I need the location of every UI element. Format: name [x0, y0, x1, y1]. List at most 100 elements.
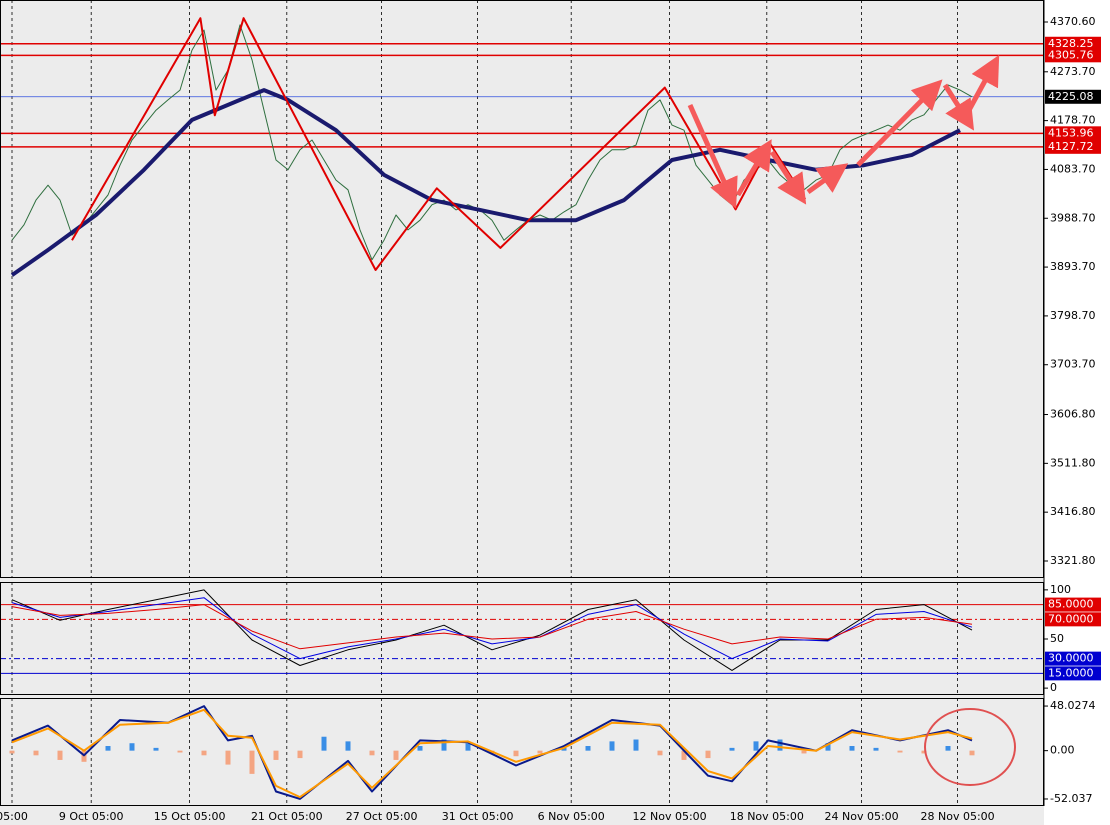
level-label-box — [1045, 126, 1101, 141]
y-tick-label: 50 — [1050, 632, 1064, 645]
y-tick-label: 4083.70 — [1050, 162, 1096, 175]
arrow — [735, 139, 772, 197]
histogram-bar — [537, 750, 543, 754]
histogram-bar — [945, 746, 951, 751]
y-tick-label: -52.037 — [1050, 792, 1092, 805]
y-tick-label: 3606.80 — [1050, 408, 1096, 421]
y-tick-label: 100 — [1050, 583, 1071, 596]
x-tick-label: 27 Oct 05:00 — [346, 810, 418, 823]
level-label-box — [1045, 666, 1101, 681]
histogram-bar — [297, 750, 303, 759]
series-line — [11, 708, 973, 799]
histogram-bar — [921, 750, 927, 754]
histogram-bar — [201, 750, 207, 756]
histogram-bar — [561, 747, 567, 751]
histogram-bar — [681, 750, 687, 760]
x-tick-label: 9 Oct 05:00 — [59, 810, 124, 823]
histogram-bar — [825, 743, 831, 751]
series-line — [71, 17, 807, 271]
arrow — [856, 79, 943, 167]
histogram-bar — [225, 750, 231, 765]
histogram-bar — [657, 750, 663, 756]
y-tick-label: 3893.70 — [1050, 260, 1096, 273]
arrow — [687, 103, 738, 209]
level-label: 70.0000 — [1048, 612, 1094, 625]
y-tick-label: 48.0274 — [1050, 699, 1096, 712]
series-line — [11, 604, 973, 650]
histogram-bar — [729, 747, 735, 751]
y-tick-label: 4178.70 — [1050, 114, 1096, 127]
level-label: 4305.76 — [1048, 48, 1094, 61]
histogram-bar — [105, 746, 111, 751]
histogram-bar — [441, 739, 447, 751]
arrow — [806, 163, 849, 195]
series-line — [11, 24, 973, 261]
x-tick-label: 12 Nov 05:00 — [633, 810, 707, 823]
x-tick-label: 31 Oct 05:00 — [442, 810, 514, 823]
histogram-bar — [417, 746, 423, 751]
y-tick-label: 4370.60 — [1050, 15, 1096, 28]
histogram-bar — [369, 750, 375, 756]
histogram-bar — [897, 750, 903, 753]
highlight-circle — [924, 708, 1016, 786]
y-tick-label: 3321.80 — [1050, 554, 1096, 567]
histogram-bar — [321, 736, 327, 751]
level-label: 4127.72 — [1048, 140, 1094, 153]
series-line — [11, 597, 973, 660]
histogram-bar — [969, 750, 975, 756]
y-tick-label: 3511.80 — [1050, 456, 1096, 469]
histogram-bar — [801, 750, 807, 754]
y-tick-label: 0 — [1050, 681, 1057, 694]
x-tick-label: 15 Oct 05:00 — [154, 810, 226, 823]
arrow — [942, 83, 975, 131]
y-tick-label: 3798.70 — [1050, 309, 1096, 322]
level-label: 15.0000 — [1048, 666, 1094, 679]
y-tick-label: 3703.70 — [1050, 358, 1096, 371]
histogram-bar — [777, 739, 783, 751]
histogram-bar — [393, 750, 399, 760]
level-label-box — [1045, 597, 1101, 612]
histogram-bar — [33, 750, 39, 756]
histogram-bar — [249, 750, 255, 774]
histogram-bar — [153, 747, 159, 751]
y-tick-label: 3416.80 — [1050, 505, 1096, 518]
current-price-label: 4225.08 — [1048, 90, 1094, 103]
annotations — [687, 54, 1000, 209]
arrow — [965, 54, 1000, 114]
arrow — [769, 150, 807, 205]
level-label-box — [1045, 612, 1101, 627]
level-label-box — [1045, 48, 1101, 63]
histogram-bar — [177, 750, 183, 753]
level-label-box — [1045, 651, 1101, 666]
histogram-bar — [465, 743, 471, 751]
level-label-box — [1045, 36, 1101, 51]
histogram-bar — [345, 741, 351, 751]
histogram-bar — [849, 746, 855, 751]
histogram-bar — [705, 750, 711, 759]
y-tick-label: 4273.70 — [1050, 65, 1096, 78]
level-label-box — [1045, 139, 1101, 154]
x-tick-label: 28 Nov 05:00 — [921, 810, 995, 823]
histogram-bar — [585, 746, 591, 751]
x-tick-label: 21 Oct 05:00 — [251, 810, 323, 823]
histogram-bar — [273, 750, 279, 760]
histogram-bar — [873, 747, 879, 751]
x-tick-label: 6 Nov 05:00 — [538, 810, 605, 823]
level-label: 4328.25 — [1048, 37, 1094, 50]
level-label: 30.0000 — [1048, 652, 1094, 665]
histogram-bar — [609, 741, 615, 751]
current-price-box — [1045, 89, 1101, 104]
y-tick-label: 0.00 — [1050, 744, 1075, 757]
histogram-bar — [633, 739, 639, 751]
histogram-bar — [129, 743, 135, 751]
level-label: 4153.96 — [1048, 126, 1094, 139]
level-label: 85.0000 — [1048, 598, 1094, 611]
histogram-bar — [9, 750, 15, 754]
y-tick-label: 3988.70 — [1050, 211, 1096, 224]
histogram-bar — [57, 750, 63, 760]
x-tick-label: 05:00 — [0, 810, 28, 823]
histogram-bar — [513, 750, 519, 757]
x-tick-label: 24 Nov 05:00 — [825, 810, 899, 823]
plot-background — [0, 0, 1044, 825]
